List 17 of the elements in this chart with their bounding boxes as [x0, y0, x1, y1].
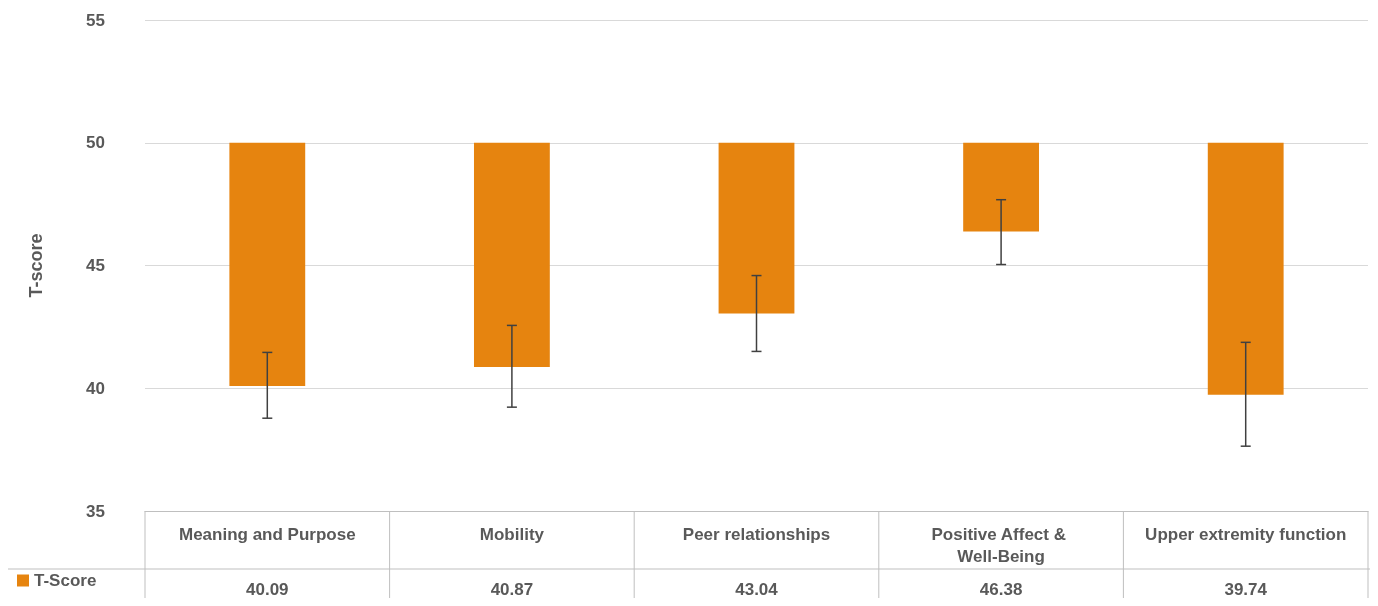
data-label: 39.74 [1224, 580, 1268, 599]
y-tick-label: 35 [86, 501, 105, 521]
y-tick-label: 40 [86, 378, 105, 398]
x-tick-label: Peer relationships [682, 524, 831, 544]
data-label: 40.87 [490, 580, 534, 599]
data-label: 40.09 [246, 580, 289, 599]
x-tick-label: Mobility [479, 524, 545, 544]
data-label: 43.04 [735, 580, 779, 599]
x-tick-label: Upper extremity function [1145, 524, 1347, 544]
y-tick-label: 45 [86, 256, 105, 275]
y-tick-label: 50 [86, 133, 105, 153]
y-tick-label: 55 [86, 10, 105, 30]
legend-label: T-Score [34, 571, 97, 590]
x-tick-label: Positive Affect & Well-Being [931, 524, 1071, 566]
x-tick-label: Meaning and Purpose [178, 524, 356, 544]
y-axis-title: T-score [26, 233, 46, 298]
data-label: 46.38 [979, 580, 1023, 599]
